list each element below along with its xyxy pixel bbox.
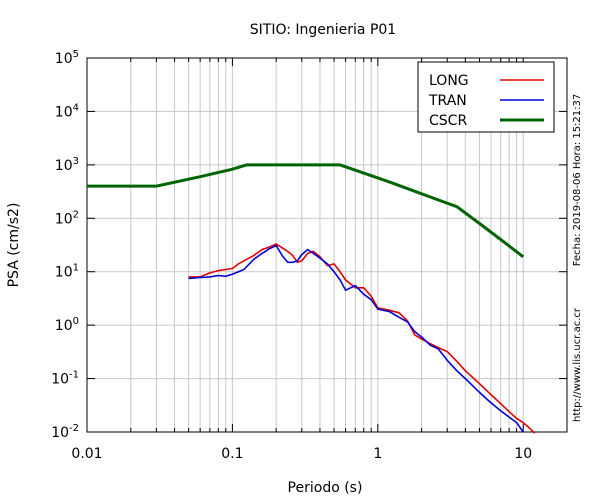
legend-label-long: LONG [429, 73, 469, 89]
x-tick-label: 0.1 [221, 446, 243, 462]
y-tick-label: 105 [55, 49, 79, 67]
y-tick-label: 103 [55, 156, 79, 174]
legend-label-cscr: CSCR [429, 113, 467, 129]
timestamp-note: Fecha: 2019-08-06 Hora: 15:21:37 [572, 94, 583, 267]
y-tick-label: 104 [55, 102, 79, 120]
x-tick-label: 10 [514, 446, 532, 462]
chart-title: SITIO: Ingenieria P01 [250, 22, 396, 38]
y-tick-label: 10-1 [51, 370, 79, 388]
x-tick-label: 0.01 [71, 446, 102, 462]
y-tick-label: 10-2 [51, 423, 79, 441]
series-line-cscr [87, 163, 525, 258]
legend-label-tran: TRAN [428, 93, 467, 109]
axis-ticks: 0.01 0.1 1 10 10-2 10-1 100 101 102 103 104 105 [51, 49, 567, 462]
source-url-note: http://www.lis.ucr.ac.cr [572, 307, 583, 422]
y-tick-label: 101 [55, 263, 79, 281]
series [87, 163, 536, 434]
x-tick-label: 1 [373, 446, 382, 462]
x-axis-label: Periodo (s) [288, 480, 363, 496]
y-axis-label: PSA (cm/s2) [6, 203, 22, 288]
series-line-tran [188, 244, 524, 433]
series-line-long [188, 243, 536, 434]
plot-frame [86, 57, 568, 433]
legend: LONG TRAN CSCR [417, 61, 555, 133]
y-tick-label: 102 [55, 209, 79, 227]
y-tick-label: 100 [55, 316, 79, 334]
